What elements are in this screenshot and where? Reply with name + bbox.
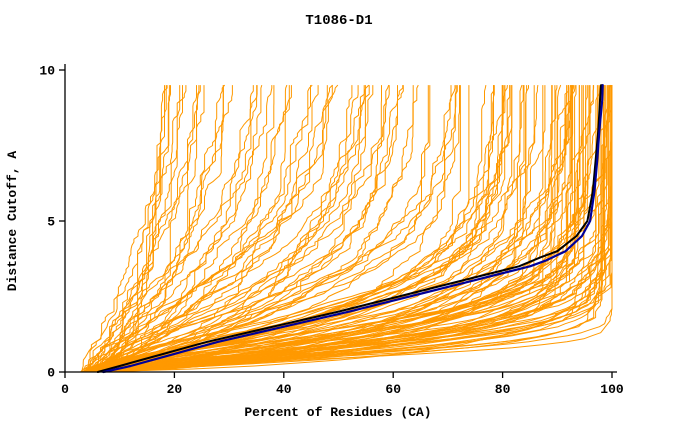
x-tick-label: 20 [167,382,183,397]
y-tick-label: 10 [39,64,55,79]
highlight-curves [96,84,604,374]
y-tick-label: 5 [47,215,55,230]
chart-title: T1086-D1 [305,13,372,29]
ensemble-curves [80,84,613,373]
x-tick-label: 40 [276,382,292,397]
tick-labels: 0 20 40 60 80 100 0 5 10 [39,64,624,398]
axes [59,64,617,378]
model-navy-curve [102,84,604,374]
x-tick-label: 0 [61,382,69,397]
x-axis-label: Percent of Residues (CA) [244,405,431,420]
x-tick-label: 60 [385,382,401,397]
x-tick-label: 100 [600,382,624,397]
y-axis-label: Distance Cutoff, A [5,151,20,292]
y-tick-label: 0 [47,366,55,381]
model-black-curve [96,84,603,373]
x-tick-label: 80 [495,382,511,397]
